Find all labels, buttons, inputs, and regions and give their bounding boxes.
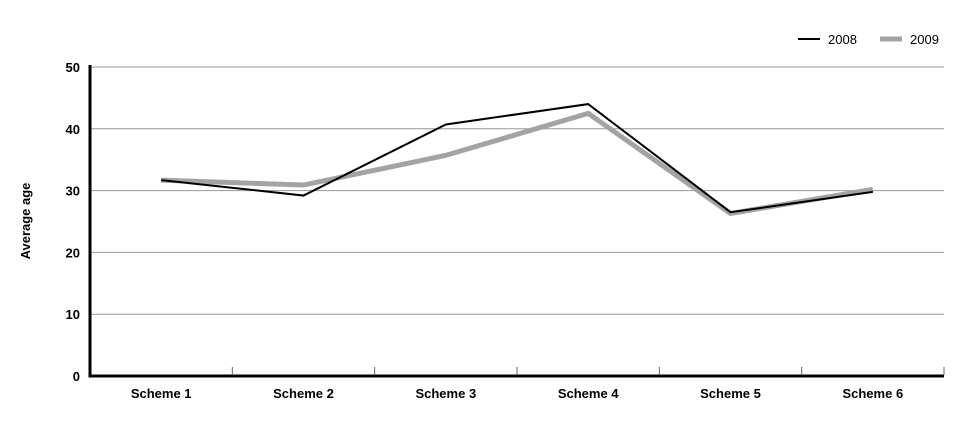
x-category-label: Scheme 1 bbox=[131, 386, 192, 401]
x-category-label: Scheme 4 bbox=[558, 386, 619, 401]
y-tick-label: 10 bbox=[66, 307, 80, 322]
x-category-label: Scheme 2 bbox=[273, 386, 334, 401]
y-tick-label: 30 bbox=[66, 184, 80, 199]
y-tick-label: 50 bbox=[66, 60, 80, 75]
x-category-label: Scheme 3 bbox=[415, 386, 476, 401]
labels-group: 0 10 20 30 40 50 Scheme 1 Scheme 2 Scheme 3 Schem… bbox=[66, 60, 904, 401]
x-category-label: Scheme 6 bbox=[842, 386, 903, 401]
y-axis-title: Average age bbox=[18, 183, 33, 260]
series-group bbox=[161, 103, 874, 217]
legend-label-2008: 2008 bbox=[828, 32, 857, 47]
legend-label-2009: 2009 bbox=[910, 32, 939, 47]
gridlines-group bbox=[90, 66, 944, 315]
series-line-2008 bbox=[161, 103, 873, 214]
y-tick-label: 40 bbox=[66, 122, 80, 137]
legend-group: 2008 2009 bbox=[798, 32, 939, 47]
y-tick-label: 0 bbox=[73, 369, 80, 384]
axes-group bbox=[88, 65, 945, 378]
x-category-label: Scheme 5 bbox=[700, 386, 761, 401]
y-tick-label: 20 bbox=[66, 245, 80, 260]
